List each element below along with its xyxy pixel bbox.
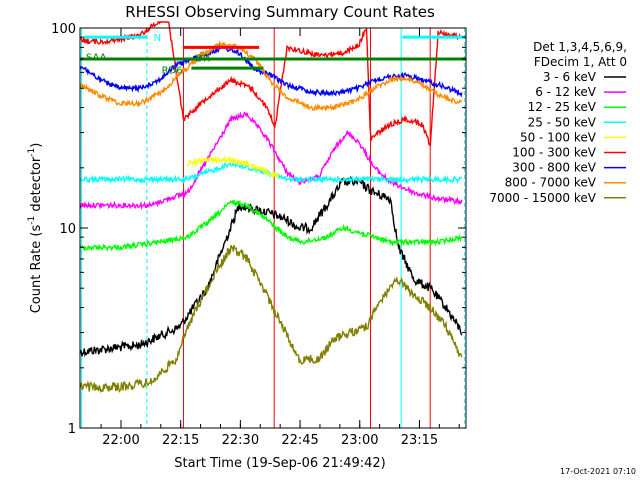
x-tick-label: 22:15: [162, 433, 199, 448]
y-tick-label: 100: [51, 22, 76, 37]
series-line-12-25-kev: [79, 199, 463, 252]
legend-header-1: Det 1,3,4,5,6,9,: [533, 40, 627, 54]
flag-label-n: N: [154, 33, 161, 44]
x-tick-label: 22:45: [281, 433, 318, 448]
flag-label-rd6: RD6: [162, 66, 183, 77]
flag-label-dr: DR: [195, 54, 210, 65]
x-tick-label: 22:00: [102, 433, 139, 448]
series-line-300-800-kev: [79, 43, 463, 98]
legend-label-300-800-kev: 300 - 800 keV: [512, 161, 596, 175]
legend-label-6-12-kev: 6 - 12 keV: [535, 85, 597, 99]
series-line-25-50-kev: [79, 159, 463, 185]
axes: 22:00 22:15 22:30 22:45 23:00 23:15 1 10 100: [51, 22, 467, 448]
flag-group: N SAA RD6 DR: [80, 33, 466, 77]
series-line-100-300-kev: [79, 21, 463, 146]
x-axis-label: Start Time (19-Sep-06 21:49:42): [174, 456, 385, 471]
y-tick-label: 10: [59, 222, 76, 237]
legend-header-2: FDecim 1, Att 0: [534, 55, 627, 69]
legend-label-12-25-kev: 12 - 25 keV: [528, 100, 597, 114]
legend-label-25-50-kev: 25 - 50 keV: [528, 115, 597, 129]
x-tick-label: 22:30: [222, 433, 259, 448]
series-group: [79, 21, 463, 393]
series-line-50-100-kev: [186, 154, 280, 178]
chart-title: RHESSI Observing Summary Count Rates: [125, 3, 435, 21]
legend-label-800-7000-kev: 800 - 7000 keV: [505, 176, 597, 190]
series-line-6-12-kev: [79, 111, 463, 211]
y-axis-label: Count Rate (s-1 detector-1): [27, 143, 44, 314]
y-axis-label-suffix: detector: [29, 156, 44, 216]
legend-label-3-6-kev: 3 - 6 keV: [543, 70, 597, 84]
series-line-3-6-kev: [79, 175, 463, 358]
series-line-800-7000-kev: [80, 40, 463, 112]
footer-date: 17-Oct-2021 07:10: [560, 467, 636, 476]
legend-label-100-300-kev: 100 - 300 keV: [512, 146, 596, 160]
x-tick-label: 23:00: [341, 433, 378, 448]
x-tick-label: 23:15: [401, 433, 438, 448]
y-axis-label-prefix: Count Rate (s: [29, 225, 44, 314]
y-axis-label-close: ): [29, 143, 44, 148]
series-line-7000-15000-kev: [79, 244, 463, 393]
y-axis-label-exponent-2: -1: [27, 148, 37, 157]
y-axis-label-exponent: -1: [27, 216, 37, 225]
legend-label-50-100-kev: 50 - 100 keV: [520, 130, 597, 144]
flag-label-saa: SAA: [86, 53, 107, 64]
legend-label-7000-15000-kev: 7000 - 15000 keV: [489, 191, 596, 205]
y-tick-label: 1: [68, 422, 76, 437]
